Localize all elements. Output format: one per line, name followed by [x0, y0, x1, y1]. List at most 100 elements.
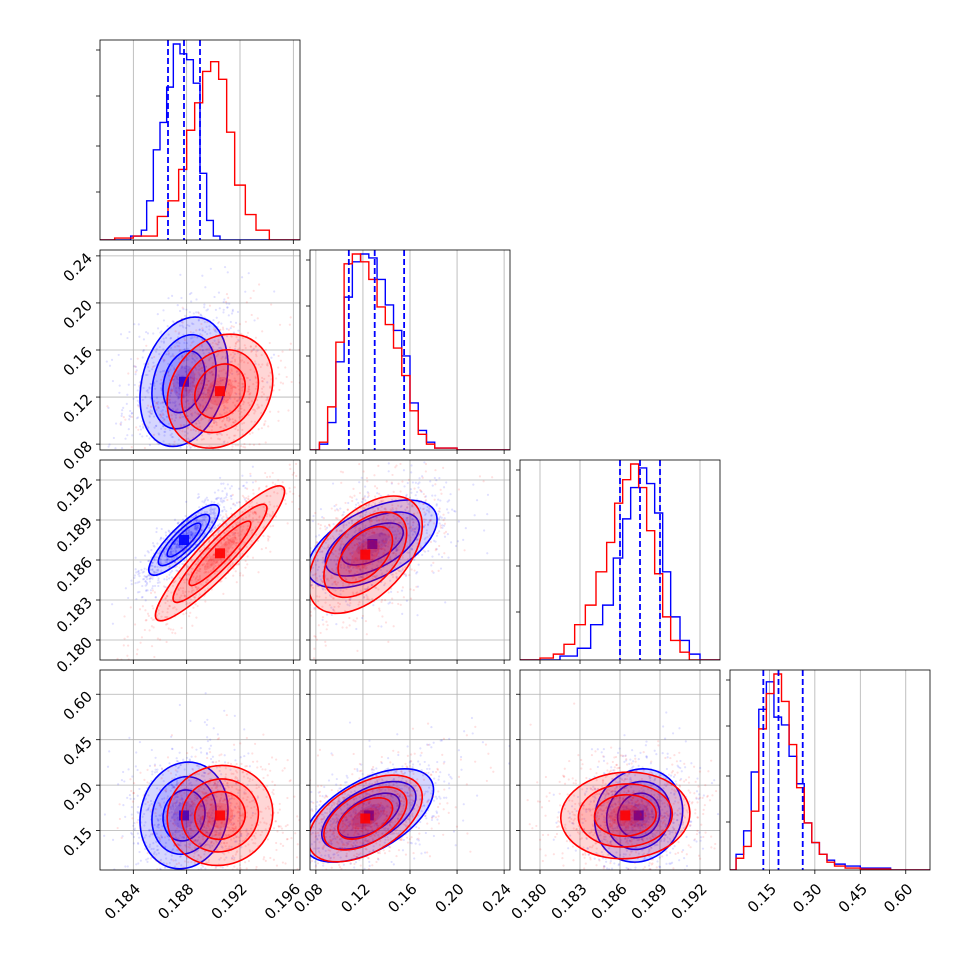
scatter-point: [260, 404, 263, 407]
scatter-point: [250, 313, 253, 317]
scatter-point: [187, 573, 190, 576]
scatter-point: [155, 402, 158, 405]
scatter-point: [191, 376, 194, 380]
scatter-point: [174, 764, 178, 768]
scatter-point: [170, 547, 173, 551]
scatter-point: [258, 283, 261, 286]
scatter-point: [347, 548, 350, 551]
scatter-point: [277, 354, 280, 358]
scatter-point: [175, 375, 179, 379]
scatter-point: [415, 572, 418, 575]
scatter-point: [341, 582, 345, 585]
scatter-point: [315, 638, 318, 641]
scatter-point: [194, 527, 198, 530]
scatter-point: [371, 539, 374, 542]
scatter-point: [364, 619, 368, 623]
scatter-point: [356, 559, 359, 562]
scatter-point: [223, 395, 226, 398]
scatter-point: [178, 802, 182, 805]
scatter-point: [258, 516, 261, 519]
scatter-point: [234, 504, 237, 507]
scatter-point: [365, 633, 368, 636]
scatter-point: [190, 516, 193, 519]
scatter-point: [214, 327, 217, 330]
scatter-point: [119, 422, 122, 425]
scatter-point: [292, 492, 295, 495]
scatter-point: [194, 366, 197, 370]
scatter-point: [264, 471, 267, 475]
scatter-point: [142, 349, 145, 352]
scatter-point: [423, 538, 426, 541]
scatter-point: [368, 547, 371, 550]
scatter-point: [185, 554, 189, 557]
scatter-point: [378, 533, 381, 536]
scatter-point: [197, 319, 200, 322]
scatter-point: [202, 404, 205, 407]
scatter-point: [141, 584, 144, 588]
scatter-point: [176, 340, 180, 343]
scatter-point: [222, 515, 225, 518]
scatter-point: [182, 836, 185, 839]
scatter-point: [186, 578, 189, 582]
scatter-point: [217, 531, 220, 534]
scatter-point: [387, 534, 391, 537]
scatter-point: [215, 316, 218, 319]
scatter-point: [397, 525, 401, 529]
scatter-point: [177, 357, 180, 360]
scatter-point: [311, 581, 314, 584]
scatter-point: [154, 350, 158, 353]
scatter-point: [346, 561, 350, 564]
scatter-point: [166, 558, 169, 562]
scatter-point: [324, 559, 327, 562]
scatter-point: [311, 583, 314, 587]
scatter-point: [176, 843, 179, 846]
scatter-point: [402, 523, 405, 526]
scatter-point: [383, 549, 387, 552]
scatter-point: [133, 623, 137, 626]
scatter-point: [163, 369, 166, 373]
scatter-point: [165, 547, 168, 550]
scatter-point: [178, 801, 182, 805]
scatter-point: [117, 353, 120, 357]
scatter-point: [163, 434, 166, 437]
scatter-point: [434, 483, 437, 486]
scatter-point: [189, 446, 192, 449]
scatter-point: [361, 614, 364, 618]
scatter-point: [340, 481, 343, 484]
histogram-red: [310, 253, 510, 450]
scatter-point: [201, 274, 204, 277]
scatter-point: [421, 553, 424, 557]
scatter-point: [171, 849, 174, 852]
scatter-point: [180, 798, 183, 801]
scatter-point: [328, 548, 331, 551]
scatter-point: [373, 509, 377, 512]
scatter-point: [372, 500, 375, 504]
scatter-point: [179, 446, 182, 449]
scatter-point: [221, 509, 224, 512]
scatter-point: [191, 336, 194, 339]
scatter-point: [273, 491, 276, 494]
scatter-point: [393, 533, 396, 536]
scatter-point: [173, 812, 176, 816]
scatter-point: [236, 541, 239, 544]
scatter-point: [231, 310, 234, 313]
scatter-point: [176, 822, 179, 825]
scatter-point: [189, 533, 193, 536]
scatter-point: [193, 515, 196, 518]
scatter-point: [373, 554, 376, 557]
scatter-point: [192, 312, 195, 315]
scatter-point: [210, 516, 213, 520]
scatter-point: [284, 502, 287, 506]
scatter-point: [248, 515, 251, 518]
scatter-point: [176, 522, 180, 525]
scatter-point: [387, 470, 390, 473]
scatter-point: [211, 835, 214, 838]
scatter-point: [226, 306, 229, 309]
scatter-point: [180, 382, 183, 385]
scatter-point: [211, 341, 214, 345]
scatter-point: [170, 389, 173, 393]
scatter-point: [185, 531, 189, 535]
scatter-point: [224, 406, 227, 409]
scatter-point: [235, 840, 238, 843]
scatter-point: [398, 521, 401, 524]
